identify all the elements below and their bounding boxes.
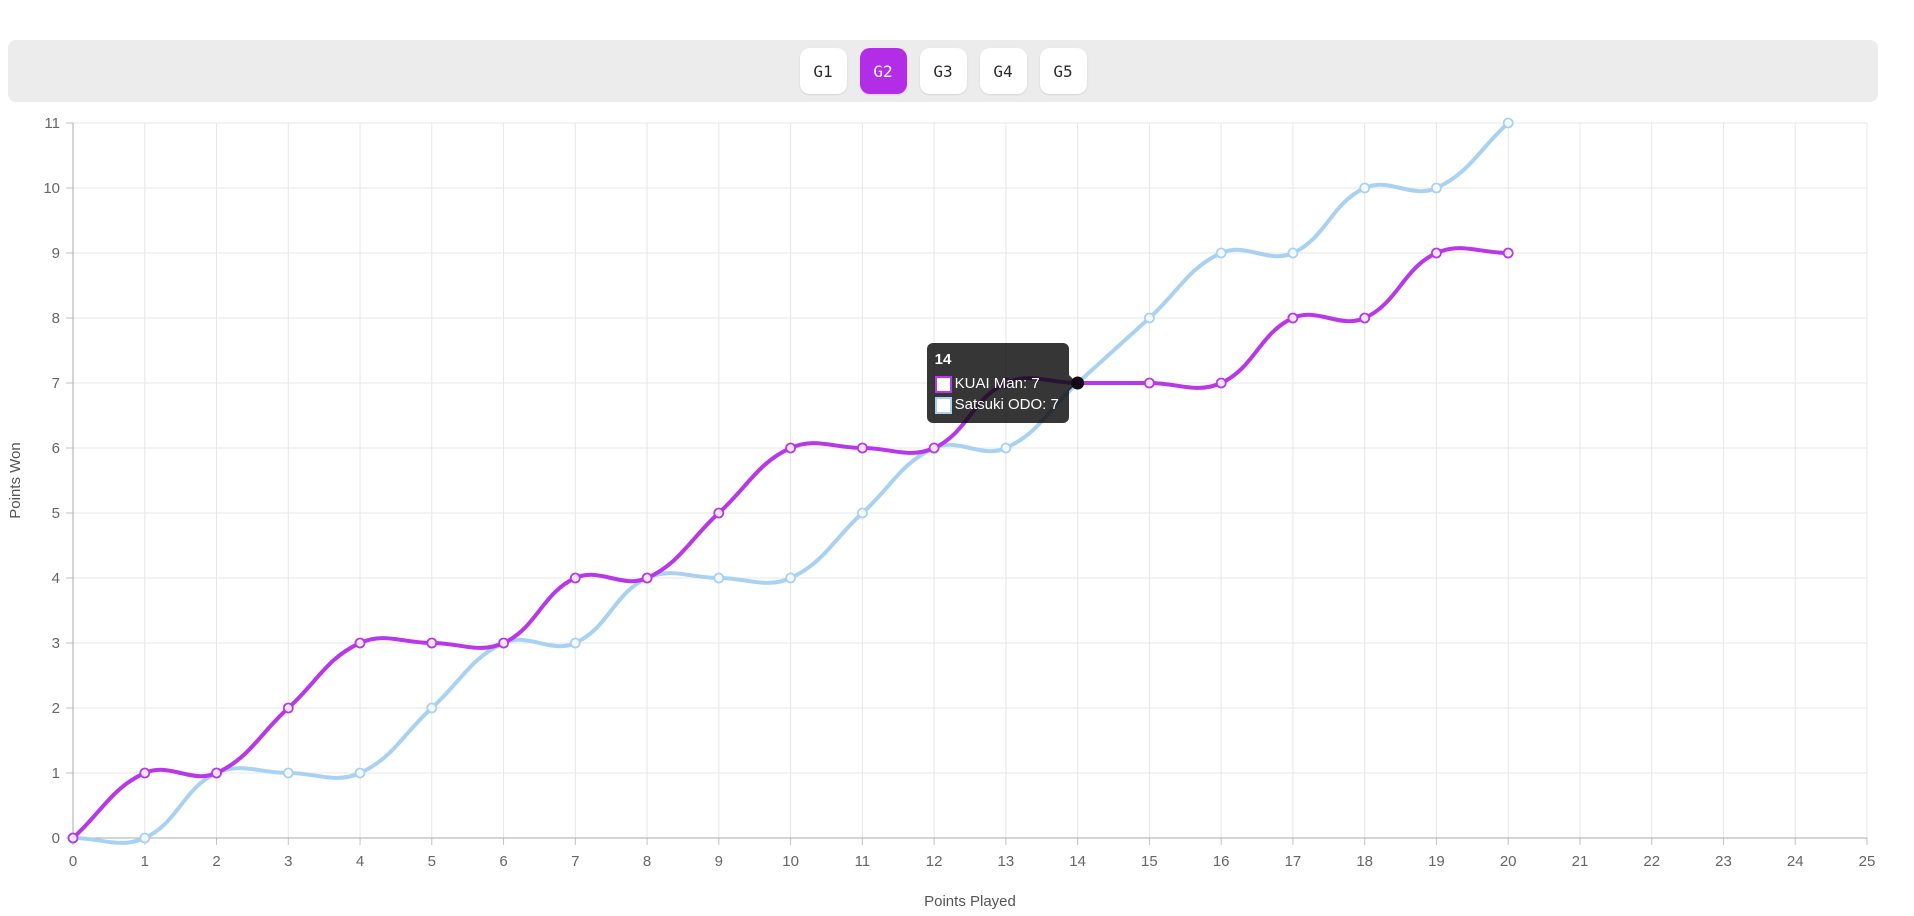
svg-text:4: 4: [356, 853, 364, 870]
svg-text:8: 8: [643, 853, 651, 870]
tooltip-title: 14: [934, 351, 952, 368]
svg-text:3: 3: [284, 853, 292, 870]
svg-text:14: 14: [1069, 853, 1086, 870]
svg-text:2: 2: [52, 700, 60, 717]
svg-text:17: 17: [1285, 853, 1302, 870]
svg-text:22: 22: [1643, 853, 1660, 870]
svg-text:6: 6: [499, 853, 507, 870]
svg-text:3: 3: [52, 635, 60, 652]
tab-g5[interactable]: G5: [1039, 48, 1087, 94]
svg-text:19: 19: [1428, 853, 1445, 870]
svg-text:25: 25: [1859, 853, 1876, 870]
svg-text:20: 20: [1500, 853, 1517, 870]
svg-text:1: 1: [141, 853, 149, 870]
svg-text:21: 21: [1572, 853, 1589, 870]
svg-text:7: 7: [571, 853, 579, 870]
svg-text:15: 15: [1141, 853, 1158, 870]
series-colorbox-satsuki-odo: [934, 396, 952, 414]
tab-g3[interactable]: G3: [919, 48, 967, 94]
tooltip-label-satsuki-odo: Satsuki ODO: 7: [954, 396, 1059, 413]
svg-text:1: 1: [52, 765, 60, 782]
tab-g1[interactable]: G1: [799, 48, 847, 94]
game-tab-bar: G1 G2 G3 G4 G5: [8, 40, 1878, 102]
svg-text:10: 10: [43, 180, 60, 197]
svg-text:11: 11: [855, 853, 871, 870]
svg-text:2: 2: [212, 853, 220, 870]
svg-text:23: 23: [1715, 853, 1732, 870]
tooltip-row-kuai-man: KUAI Man: 7: [934, 374, 1059, 394]
svg-text:0: 0: [69, 853, 77, 870]
svg-text:11: 11: [44, 115, 60, 132]
svg-text:4: 4: [52, 570, 60, 587]
svg-text:24: 24: [1787, 853, 1804, 870]
svg-text:0: 0: [52, 830, 60, 847]
tooltip-label-kuai-man: KUAI Man: 7: [954, 375, 1040, 392]
svg-text:9: 9: [715, 853, 723, 870]
svg-text:7: 7: [52, 375, 60, 392]
svg-text:18: 18: [1356, 853, 1373, 870]
svg-text:12: 12: [926, 853, 943, 870]
svg-text:10: 10: [782, 853, 799, 870]
chart-tooltip: 14 KUAI Man: 7 Satsuki ODO: 7: [926, 343, 1078, 423]
tooltip-row-satsuki-odo: Satsuki ODO: 7: [934, 395, 1059, 415]
series-colorbox-kuai-man: [934, 375, 952, 393]
svg-text:Points Won: Points Won: [7, 442, 24, 518]
svg-text:5: 5: [52, 505, 60, 522]
svg-text:8: 8: [52, 310, 60, 327]
svg-text:13: 13: [998, 853, 1015, 870]
svg-text:Points Played: Points Played: [924, 893, 1016, 910]
svg-text:5: 5: [428, 853, 436, 870]
svg-text:6: 6: [52, 440, 60, 457]
tab-g4[interactable]: G4: [979, 48, 1027, 94]
svg-text:16: 16: [1213, 853, 1230, 870]
tab-g2[interactable]: G2: [859, 48, 907, 94]
svg-text:9: 9: [52, 245, 60, 262]
